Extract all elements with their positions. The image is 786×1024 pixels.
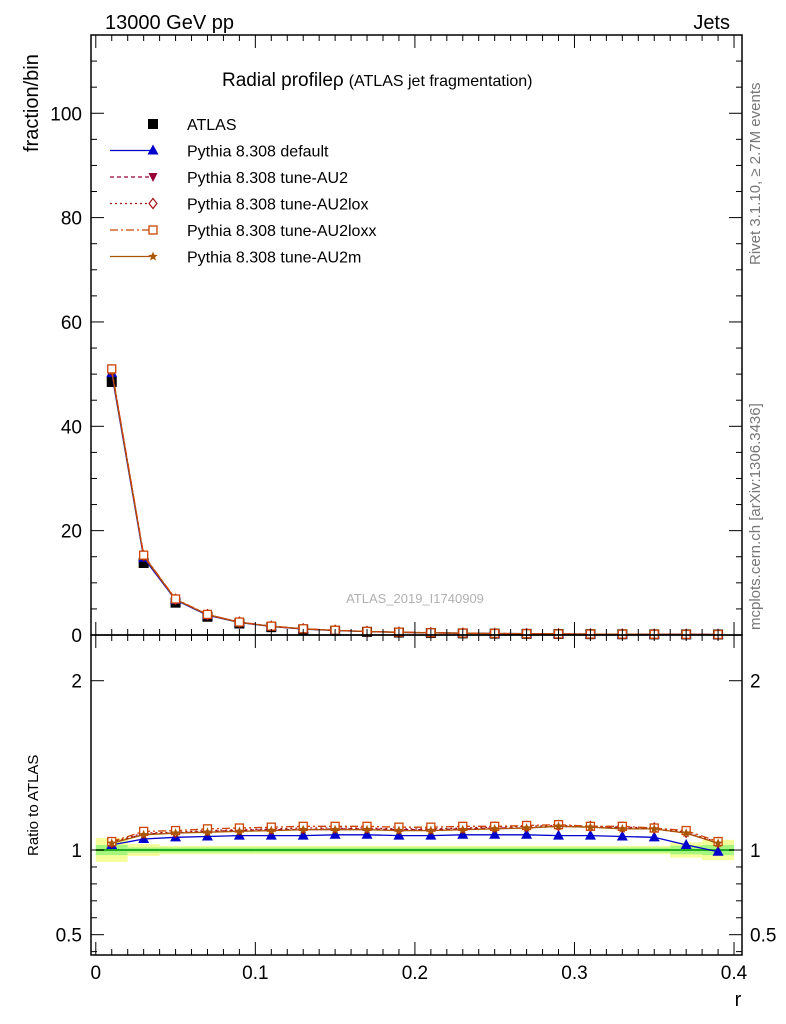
ratio-point-default: [553, 829, 565, 840]
main-y-tick-label: 0: [71, 626, 82, 647]
plot-title-main: Radial profile: [222, 70, 333, 91]
ratio-series-line-au2m: [111, 825, 719, 844]
ratio-y-axis-label: Ratio to ATLAS: [25, 755, 42, 856]
ratio-point-default: [521, 828, 533, 839]
ratio-point-au2m: [617, 823, 628, 833]
ratio-point-au2m: [106, 838, 117, 848]
main-point-au2loxx: [107, 364, 117, 374]
main-y-axis-label: fraction/bin: [21, 54, 43, 152]
legend-marker-au2m: [148, 251, 158, 261]
legend-marker-data: [148, 119, 158, 129]
series-layer: [106, 363, 724, 856]
ratio-point-au2m: [298, 824, 308, 834]
analysis-id-watermark: ATLAS_2019_I1740909: [346, 591, 484, 606]
main-y-tick-label: 100: [50, 104, 82, 125]
ratio-point-au2m: [138, 829, 149, 839]
ratio-point-au2m: [362, 824, 372, 834]
legend-label-default: Pythia 8.308 default: [187, 144, 329, 161]
main-point-data: [138, 558, 149, 568]
ratio-point-au2m: [585, 822, 596, 832]
rivet-version-label: Rivet 3.1.10, ≥ 2.7M events: [747, 83, 764, 266]
ratio-series-line-au2lox: [111, 824, 719, 844]
x-tick-label: 0: [90, 963, 101, 984]
ratio-point-au2m: [330, 824, 340, 834]
ratio-point-au2m: [649, 823, 659, 833]
main-point-au2loxx: [139, 550, 149, 560]
ratio-y-tick-label-right: 2: [750, 672, 761, 693]
ratio-y-tick-label-right: 0.5: [750, 926, 776, 947]
process-label: Jets: [693, 12, 730, 34]
x-tick-label: 0.3: [561, 963, 587, 984]
main-y-tick-label: 20: [61, 522, 82, 543]
main-point-au2loxx: [202, 609, 213, 620]
x-axis-label: r: [735, 989, 742, 1011]
energy-label: 13000 GeV pp: [105, 12, 234, 34]
legend-label-au2lox: Pythia 8.308 tune-AU2lox: [187, 197, 368, 214]
ratio-point-au2m: [553, 821, 564, 831]
legend-label-data: ATLAS: [187, 117, 237, 134]
main-y-tick-label: 40: [61, 417, 82, 438]
ratio-point-default: [584, 829, 596, 840]
ratio-point-au2m: [713, 838, 723, 848]
main-y-tick-label: 60: [61, 313, 82, 334]
plot-title-symbol: ρ: [333, 70, 344, 91]
ratio-point-default: [712, 845, 724, 856]
ratio-plot-frame: [90, 634, 743, 956]
main-point-data: [106, 376, 117, 387]
x-tick-label: 0.2: [402, 963, 428, 984]
x-tick-label: 0.1: [242, 963, 268, 984]
plot-title: Radial profileρ (ATLAS jet fragmentation): [222, 70, 533, 91]
ratio-point-default: [489, 828, 501, 839]
ratio-point-au2m: [202, 827, 213, 837]
ratio-point-default: [616, 830, 628, 841]
main-y-tick-label: 80: [61, 209, 82, 230]
ratio-series-line-default: [111, 834, 719, 853]
legend-label-au2: Pythia 8.308 tune-AU2: [187, 170, 348, 187]
ratio-point-au2m: [426, 825, 436, 835]
main-point-au2loxx: [170, 594, 181, 604]
main-point-au2loxx: [266, 621, 276, 631]
ratio-y-tick-label-left: 0.5: [56, 926, 82, 947]
ratio-point-au2m: [521, 823, 532, 833]
ratio-point-default: [648, 831, 660, 842]
legend-marker-au2loxx: [148, 225, 158, 235]
legend-label-au2m: Pythia 8.308 tune-AU2m: [187, 250, 361, 267]
ratio-point-au2m: [234, 826, 245, 836]
ratio-point-default: [680, 838, 692, 849]
ratio-series-line-au2: [111, 825, 719, 844]
ratio-point-au2m: [170, 828, 181, 838]
legend-marker-au2lox: [148, 197, 158, 210]
legend-marker-au2: [148, 173, 158, 182]
plot-title-suffix: (ATLAS jet fragmentation): [349, 73, 533, 90]
ratio-point-au2m: [489, 823, 500, 833]
ratio-y-tick-label-right: 1: [750, 841, 761, 862]
ratio-y-tick-label-left: 1: [71, 841, 82, 862]
legend-label-au2loxx: Pythia 8.308 tune-AU2loxx: [187, 223, 376, 240]
mcplots-source-label: mcplots.cern.ch [arXiv:1306.3436]: [747, 403, 764, 630]
main-point-au2loxx: [234, 617, 245, 627]
ratio-point-au2m: [681, 828, 691, 838]
x-tick-label: 0.4: [721, 963, 748, 984]
legend: ATLAS Pythia 8.308 default Pythia 8.308 tu…: [110, 117, 376, 267]
ratio-point-au2m: [394, 825, 404, 835]
ratio-series-line-au2loxx: [111, 823, 719, 843]
ratio-uncertainty-band: [95, 838, 735, 862]
ratio-point-au2m: [266, 825, 277, 835]
legend-marker-default: [147, 144, 159, 155]
ratio-point-au2m: [458, 824, 468, 834]
ratio-y-tick-label-left: 2: [71, 672, 82, 693]
